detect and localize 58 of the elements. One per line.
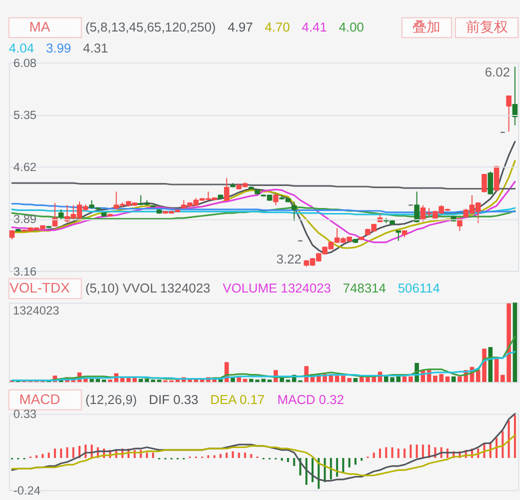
bar	[126, 378, 131, 382]
text: 3.99	[46, 40, 72, 56]
candlestick	[482, 173, 487, 193]
candlestick	[9, 230, 15, 240]
text: DEA 0.17	[210, 392, 265, 407]
bar	[402, 376, 407, 382]
bar	[353, 378, 358, 382]
bar	[334, 376, 340, 382]
chart-title: MA	[29, 18, 51, 35]
bar	[408, 376, 413, 382]
chart-subtitle: (12,26,9)	[85, 392, 137, 407]
y-tick-label: -0.24	[13, 484, 41, 498]
candlestick	[224, 178, 230, 202]
bar	[512, 302, 518, 382]
candlestick	[414, 191, 420, 223]
y-tick-label: 3.16	[13, 264, 37, 278]
text: MACD 0.32	[277, 392, 344, 407]
y-tick-label: 5.35	[13, 108, 37, 122]
chart-subtitle: (5,10) VVOL 1324023	[85, 280, 210, 296]
bar	[494, 358, 499, 382]
bar	[451, 376, 456, 382]
y-tick-label: 6.08	[13, 56, 37, 70]
y-tick-label: 0.33	[13, 407, 37, 422]
bar	[445, 376, 450, 382]
candlestick	[58, 208, 64, 220]
text: 506114	[398, 280, 440, 296]
y-tick-label: 3.89	[13, 212, 37, 226]
bar	[120, 378, 125, 382]
line-series	[11, 180, 516, 244]
candlestick	[488, 171, 494, 195]
candlestick	[457, 218, 462, 232]
chart-title: MACD	[19, 390, 60, 407]
bar	[236, 377, 242, 382]
annotation: 1324023	[12, 304, 60, 318]
text: DIF 0.33	[148, 392, 198, 407]
candlestick	[396, 230, 402, 242]
candlestick	[506, 95, 512, 132]
text: 前复权	[466, 18, 508, 35]
text: 4.97	[228, 20, 253, 35]
y-tick-label: 4.62	[13, 160, 37, 174]
chart-subtitle: (5,8,13,45,65,120,250)	[85, 20, 216, 35]
text: VOLUME 1324023	[222, 280, 331, 296]
text: 4.31	[82, 40, 108, 56]
text: 4.00	[338, 20, 364, 35]
bar	[132, 378, 137, 382]
text: 4.04	[8, 40, 34, 56]
bar	[138, 378, 143, 382]
text: 4.70	[264, 20, 290, 35]
bar	[396, 376, 401, 382]
text: 748314	[342, 280, 386, 296]
text: 叠加	[412, 18, 441, 35]
bar	[280, 378, 284, 382]
candlestick	[292, 201, 297, 222]
annotation: 6.02	[484, 64, 510, 80]
chart-title: VOL-TDX	[10, 280, 70, 296]
text: 4.41	[302, 20, 327, 35]
line-series	[11, 434, 516, 476]
annotation: 3.22	[276, 252, 302, 267]
